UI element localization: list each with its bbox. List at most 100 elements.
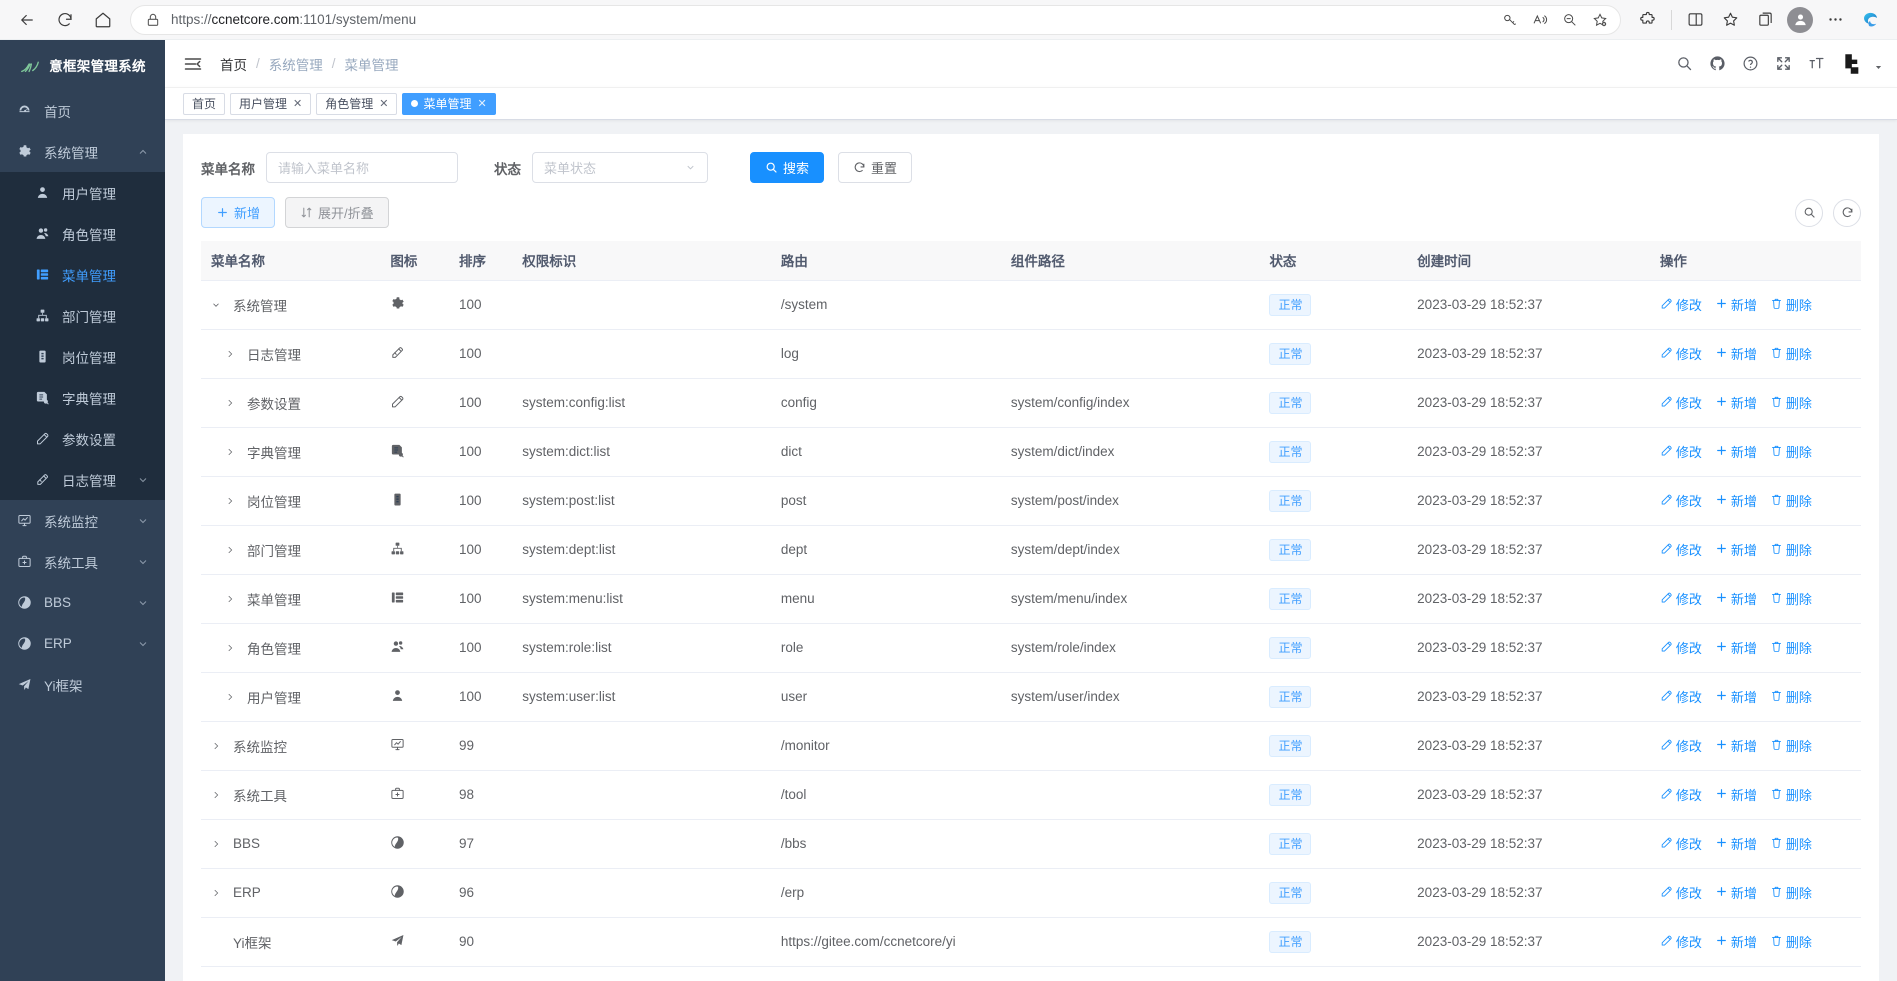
table-row[interactable]: 用户管理 100 system:user:list user system/us… [201,672,1861,722]
chevron-right-icon[interactable] [211,888,227,898]
table-row[interactable]: ERP 96 /erp 正常 2023-03-29 18:52:37 修改 新增… [201,868,1861,918]
op-修改[interactable]: 修改 [1660,540,1702,559]
copilot-icon[interactable] [1853,3,1887,37]
sidebar-item-13[interactable]: ERP [0,623,165,664]
table-row[interactable]: 参数设置 100 system:config:list config syste… [201,378,1861,428]
add-button[interactable]: 新增 [201,197,276,228]
op-删除[interactable]: 删除 [1770,393,1812,412]
sidebar-item-14[interactable]: Yi框架 [0,664,165,705]
sidebar-item-8[interactable]: 参数设置 [0,418,165,459]
table-row[interactable]: 系统监控 99 /monitor 正常 2023-03-29 18:52:37 … [201,721,1861,771]
op-删除[interactable]: 删除 [1770,442,1812,461]
tab-0[interactable]: 首页 [183,92,226,115]
op-删除[interactable]: 删除 [1770,540,1812,559]
chevron-right-icon[interactable] [225,545,241,555]
github-icon[interactable] [1709,55,1726,72]
menu-name-input[interactable]: 请输入菜单名称 [266,152,458,183]
table-row[interactable]: 系统管理 100 /system 正常 2023-03-29 18:52:37 … [201,280,1861,330]
op-删除[interactable]: 删除 [1770,785,1812,804]
sidebar-item-4[interactable]: 菜单管理 [0,254,165,295]
status-select[interactable]: 菜单状态 [532,152,708,183]
sidebar-item-11[interactable]: 系统工具 [0,541,165,582]
table-search-icon[interactable] [1795,198,1823,227]
table-row[interactable]: 菜单管理 100 system:menu:list menu system/me… [201,574,1861,624]
sidebar-item-5[interactable]: 部门管理 [0,295,165,336]
chevron-right-icon[interactable] [211,790,227,800]
op-删除[interactable]: 删除 [1770,638,1812,657]
reset-button[interactable]: 重置 [838,152,913,183]
read-aloud-icon[interactable] [1526,6,1554,34]
op-删除[interactable]: 删除 [1770,589,1812,608]
op-新增[interactable]: 新增 [1715,393,1757,412]
extensions-icon[interactable] [1631,3,1665,37]
table-row[interactable]: 岗位管理 100 system:post:list post system/po… [201,476,1861,526]
table-row[interactable]: 日志管理 100 log 正常 2023-03-29 18:52:37 修改 新… [201,329,1861,379]
op-新增[interactable]: 新增 [1715,442,1757,461]
collections-icon[interactable] [1748,3,1782,37]
op-新增[interactable]: 新增 [1715,638,1757,657]
table-row[interactable]: 角色管理 100 system:role:list role system/ro… [201,623,1861,673]
op-修改[interactable]: 修改 [1660,785,1702,804]
chevron-right-icon[interactable] [225,594,241,604]
op-删除[interactable]: 删除 [1770,687,1812,706]
op-新增[interactable]: 新增 [1715,540,1757,559]
op-新增[interactable]: 新增 [1715,491,1757,510]
chevron-right-icon[interactable] [225,643,241,653]
op-修改[interactable]: 修改 [1660,834,1702,853]
search-icon[interactable] [1676,55,1693,72]
op-修改[interactable]: 修改 [1660,295,1702,314]
op-修改[interactable]: 修改 [1660,932,1702,951]
help-icon[interactable] [1742,55,1759,72]
zoom-out-icon[interactable] [1556,6,1584,34]
op-修改[interactable]: 修改 [1660,638,1702,657]
op-删除[interactable]: 删除 [1770,736,1812,755]
split-screen-icon[interactable] [1678,3,1712,37]
chevron-right-icon[interactable] [225,447,241,457]
reload-icon[interactable] [48,3,82,37]
op-新增[interactable]: 新增 [1715,883,1757,902]
home-icon[interactable] [86,3,120,37]
sidebar-item-12[interactable]: BBS [0,582,165,623]
address-bar[interactable]: https://ccnetcore.com:1101/system/menu [130,4,1621,35]
sidebar-item-10[interactable]: 系统监控 [0,500,165,541]
chevron-right-icon[interactable] [225,349,241,359]
table-row[interactable]: 字典管理 100 system:dict:list dict system/di… [201,427,1861,477]
op-修改[interactable]: 修改 [1660,687,1702,706]
fullscreen-icon[interactable] [1775,55,1792,72]
chevron-right-icon[interactable] [225,692,241,702]
table-refresh-icon[interactable] [1833,198,1861,227]
op-修改[interactable]: 修改 [1660,589,1702,608]
breadcrumb-item-system[interactable]: 系统管理 [268,57,323,73]
sidebar-logo[interactable]: 意框架管理系统 [0,40,165,84]
sidebar-item-1[interactable]: 系统管理 [0,131,165,172]
op-修改[interactable]: 修改 [1660,883,1702,902]
expand-collapse-button[interactable]: 展开/折叠 [285,197,389,228]
chevron-right-icon[interactable] [211,839,227,849]
op-删除[interactable]: 删除 [1770,834,1812,853]
op-新增[interactable]: 新增 [1715,344,1757,363]
tab-2[interactable]: 角色管理 ✕ [316,92,398,115]
table-row[interactable]: 系统工具 98 /tool 正常 2023-03-29 18:52:37 修改 … [201,770,1861,820]
sidebar-item-7[interactable]: 字典管理 [0,377,165,418]
op-修改[interactable]: 修改 [1660,344,1702,363]
op-删除[interactable]: 删除 [1770,883,1812,902]
op-修改[interactable]: 修改 [1660,736,1702,755]
close-icon[interactable]: ✕ [477,98,487,110]
avatar[interactable] [1841,51,1883,77]
close-icon[interactable]: ✕ [379,98,389,110]
chevron-right-icon[interactable] [211,741,227,751]
sidebar-item-9[interactable]: 日志管理 [0,459,165,500]
table-row[interactable]: 部门管理 100 system:dept:list dept system/de… [201,525,1861,575]
op-修改[interactable]: 修改 [1660,442,1702,461]
chevron-right-icon[interactable] [225,496,241,506]
favorites-star-icon[interactable] [1713,3,1747,37]
op-修改[interactable]: 修改 [1660,491,1702,510]
op-删除[interactable]: 删除 [1770,491,1812,510]
sidebar-item-0[interactable]: 首页 [0,90,165,131]
hamburger-icon[interactable] [183,54,203,74]
tab-3[interactable]: 菜单管理 ✕ [402,92,496,115]
chevron-down-icon[interactable] [211,300,227,310]
profile-avatar-icon[interactable] [1783,3,1817,37]
tab-1[interactable]: 用户管理 ✕ [230,92,312,115]
op-新增[interactable]: 新增 [1715,589,1757,608]
